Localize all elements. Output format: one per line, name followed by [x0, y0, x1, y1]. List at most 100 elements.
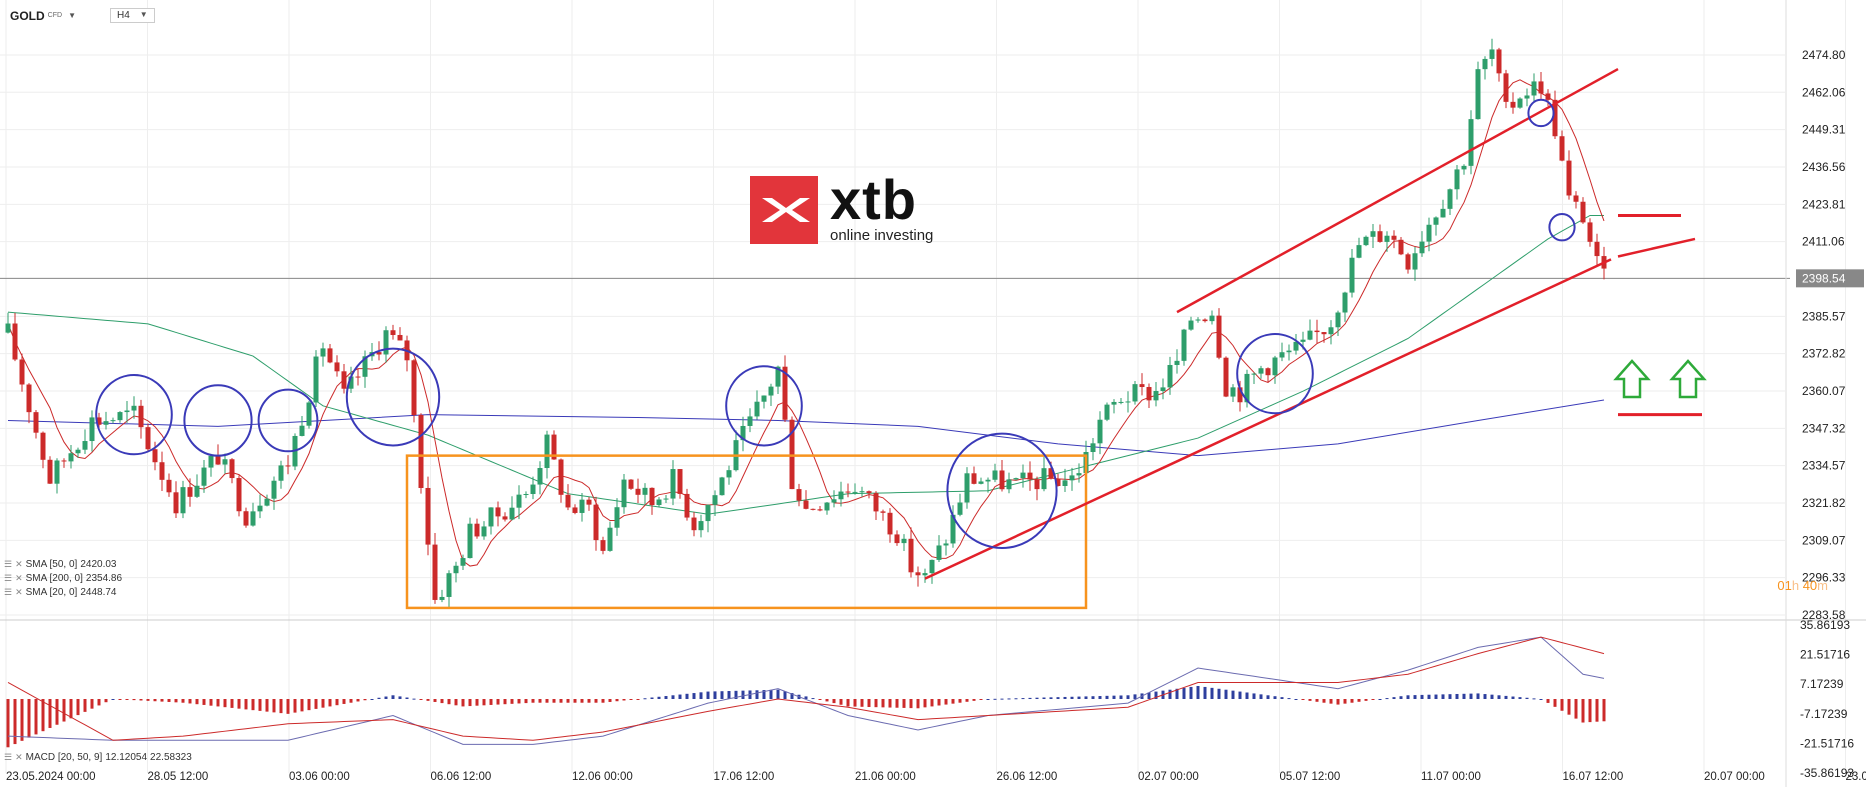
candle-up: [1482, 58, 1488, 70]
macd-histogram-bar: [97, 699, 101, 706]
candle-up: [1076, 473, 1082, 476]
symbol-dropdown-icon[interactable]: ▼: [68, 11, 76, 20]
macd-histogram-bar: [1056, 697, 1060, 699]
close-icon[interactable]: ✕: [15, 559, 23, 569]
symbol-name[interactable]: GOLD: [10, 8, 45, 23]
candle-down: [327, 348, 333, 363]
macd-histogram-bar: [384, 696, 388, 699]
macd-histogram-bar: [482, 699, 486, 706]
indicator-legend-macd[interactable]: ☰ ✕ MACD [20, 50, 9] 12.12054 22.58323: [4, 752, 192, 763]
candle-down: [152, 449, 158, 463]
candle-down: [572, 507, 578, 513]
macd-histogram-bar: [496, 699, 500, 705]
macd-histogram-bar: [83, 699, 87, 712]
candle-up: [271, 480, 277, 499]
candle-countdown: 01h 40m: [1777, 578, 1828, 593]
candle-down: [285, 465, 291, 467]
macd-histogram-bar: [1560, 699, 1564, 711]
macd-histogram-bar: [692, 693, 696, 699]
macd-histogram-bar: [825, 699, 829, 702]
macd-histogram-bar: [230, 699, 234, 708]
macd-histogram-bar: [531, 699, 535, 703]
candle-down: [999, 470, 1005, 490]
candle-down: [229, 459, 235, 479]
macd-histogram-bar: [69, 699, 73, 719]
settings-icon[interactable]: ☰: [4, 752, 13, 762]
candle-up: [544, 434, 550, 469]
macd-histogram-bar: [580, 699, 584, 703]
settings-icon[interactable]: ☰: [4, 587, 13, 597]
macd-histogram-bar: [783, 691, 787, 699]
indicator-legend-sma50[interactable]: ☰ ✕ SMA [50, 0] 2420.03: [4, 559, 116, 570]
macd-histogram-bar: [1546, 699, 1550, 703]
macd-histogram-bar: [1294, 699, 1298, 700]
candle-up: [530, 484, 536, 495]
macd-histogram-bar: [216, 699, 220, 707]
highlight-circle: [183, 384, 253, 457]
candle-down: [691, 517, 697, 531]
candle-up: [89, 417, 95, 442]
macd-histogram-bar: [34, 699, 38, 735]
candle-down: [1202, 319, 1208, 322]
indicator-legend-sma200[interactable]: ☰ ✕ SMA [200, 0] 2354.86: [4, 573, 122, 584]
candle-down: [397, 334, 403, 341]
timeframe-select[interactable]: H4 ▼: [109, 8, 155, 23]
macd-histogram-bar: [860, 699, 864, 707]
countdown-hours-unit: h: [1791, 578, 1800, 593]
candle-up: [1335, 312, 1341, 328]
settings-icon[interactable]: ☰: [4, 559, 13, 569]
macd-histogram-bar: [545, 699, 549, 703]
macd-histogram-bar: [1280, 697, 1284, 699]
candle-up: [1258, 368, 1264, 374]
candle-up: [579, 499, 585, 513]
macd-histogram-bar: [1105, 695, 1109, 699]
candle-up: [607, 527, 613, 551]
close-icon[interactable]: ✕: [15, 587, 23, 597]
sma-200-path: [7, 399, 1605, 457]
macd-histogram-bar: [1021, 698, 1025, 700]
candle-up: [1531, 81, 1537, 96]
candle-down: [1265, 368, 1271, 376]
candle-up: [1188, 320, 1194, 330]
candle-up: [194, 485, 200, 497]
close-icon[interactable]: ✕: [15, 573, 23, 583]
macd-histogram-bar: [146, 699, 150, 701]
candle-up: [1104, 404, 1110, 420]
settings-icon[interactable]: ☰: [4, 573, 13, 583]
close-icon[interactable]: ✕: [15, 752, 23, 762]
price-tick-label: 2449.31: [1802, 123, 1846, 137]
highlight-circle: [1236, 333, 1314, 415]
candle-down: [390, 330, 396, 335]
candle-down: [817, 509, 823, 511]
candle-up: [1489, 49, 1495, 59]
macd-histogram-bar: [916, 699, 920, 709]
macd-histogram-bar: [447, 699, 451, 705]
highlight-circle: [946, 432, 1058, 549]
price-tick-label: 2347.32: [1802, 421, 1846, 435]
countdown-minutes: 40: [1802, 578, 1818, 593]
candle-down: [866, 491, 872, 494]
candle-up: [838, 491, 844, 500]
candle-up: [614, 507, 620, 528]
macd-tick-label: 35.86193: [1800, 618, 1850, 632]
xtb-logo-mark: [750, 175, 818, 244]
candle-up: [523, 494, 529, 496]
candle-down: [1314, 330, 1320, 333]
macd-histogram-bar: [1399, 696, 1403, 699]
indicator-legend-sma20[interactable]: ☰ ✕ SMA [20, 0] 2448.74: [4, 587, 116, 598]
macd-histogram-bar: [244, 699, 248, 710]
macd-panel: [6, 636, 1606, 748]
candle-up: [1426, 224, 1432, 242]
macd-histogram-bar: [111, 699, 115, 700]
macd-histogram-bar: [573, 699, 577, 703]
price-tick-label: 2372.82: [1802, 347, 1846, 361]
macd-histogram-bar: [1518, 697, 1522, 699]
macd-histogram-bar: [160, 699, 164, 702]
candle-down: [677, 469, 683, 494]
macd-histogram-bar: [1392, 697, 1396, 699]
macd-histogram-bar: [377, 697, 381, 699]
candle-up: [1468, 119, 1474, 166]
time-tick-label: 03.06 00:00: [289, 771, 350, 783]
candle-down: [96, 417, 102, 425]
